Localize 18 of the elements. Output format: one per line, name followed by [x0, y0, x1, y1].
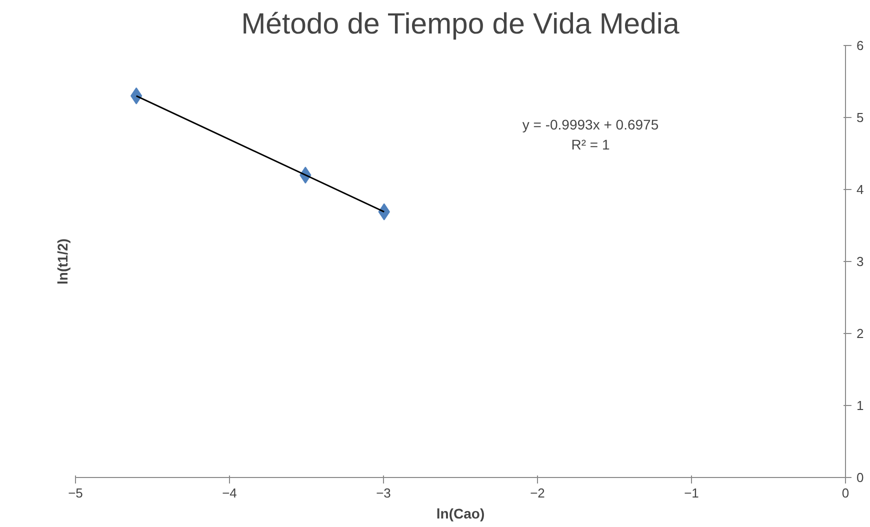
x-tick-label: −4	[222, 486, 237, 500]
x-tick-label: −3	[376, 486, 391, 500]
y-tick-label: 5	[856, 110, 864, 125]
annotation: y = -0.9993x + 0.6975 R² = 1	[522, 116, 659, 152]
point	[130, 87, 142, 104]
y-tick-label: 6	[856, 38, 864, 53]
x-tick-label: 0	[842, 486, 850, 500]
chart-title: Método de Tiempo de Vida Media	[241, 8, 680, 40]
y-tick-label: 1	[856, 398, 864, 413]
y-axis-title: ln(t1/2)	[54, 238, 70, 284]
x-tick-label: −5	[68, 486, 83, 500]
y-tick-label: 4	[856, 182, 864, 197]
y-tick-label: 3	[856, 254, 864, 269]
x-tick-label: −2	[530, 486, 545, 500]
y-tick-label: 2	[856, 326, 864, 341]
x-axis-title: ln(Cao)	[436, 506, 485, 522]
y-tick-label: 0	[856, 470, 864, 485]
x-tick-label: −1	[684, 486, 699, 500]
